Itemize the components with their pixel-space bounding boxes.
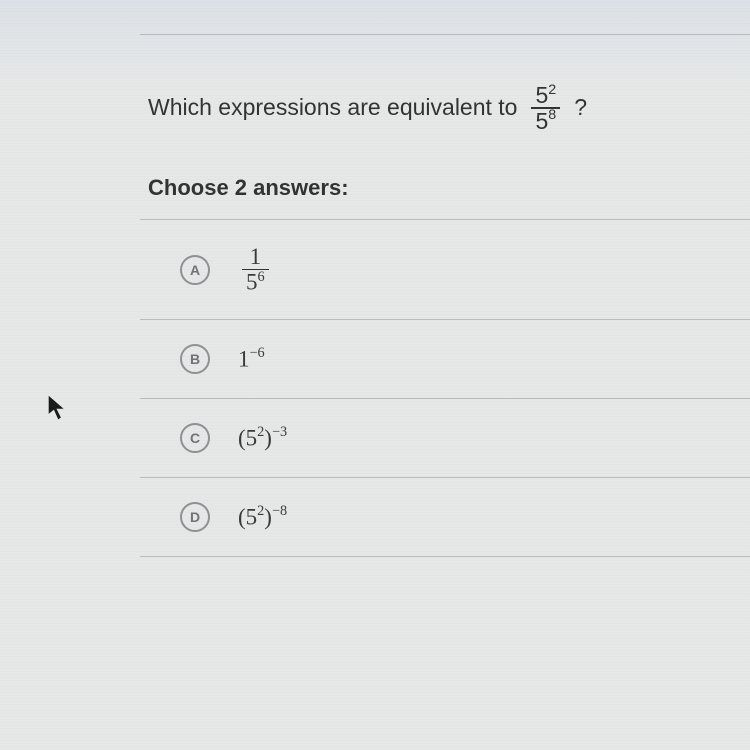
choose-label: Choose 2 answers: <box>148 175 750 201</box>
option-a-expression: 1 56 <box>238 244 273 295</box>
option-b-expression: 1−6 <box>238 346 265 373</box>
option-d-expression: (52)−8 <box>238 504 287 531</box>
option-c[interactable]: C (52)−3 <box>140 399 750 477</box>
divider <box>140 556 750 557</box>
quiz-container: Which expressions are equivalent to 52 5… <box>0 0 750 750</box>
option-letter-circle: A <box>180 255 210 285</box>
option-b[interactable]: B 1−6 <box>140 320 750 398</box>
option-letter-circle: B <box>180 344 210 374</box>
option-c-expression: (52)−3 <box>238 425 287 452</box>
option-letter-circle: C <box>180 423 210 453</box>
question-suffix: ? <box>574 94 587 121</box>
option-letter-circle: D <box>180 502 210 532</box>
divider <box>140 34 750 35</box>
question-text: Which expressions are equivalent to 52 5… <box>148 83 750 133</box>
question-fraction: 52 58 <box>531 83 560 133</box>
option-d[interactable]: D (52)−8 <box>140 478 750 556</box>
answers-list: A 1 56 B 1−6 <box>140 219 750 557</box>
question-prefix: Which expressions are equivalent to <box>148 94 517 121</box>
option-a[interactable]: A 1 56 <box>140 220 750 319</box>
